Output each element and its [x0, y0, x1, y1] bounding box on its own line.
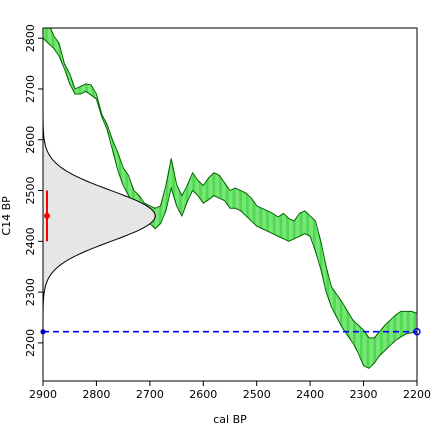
x-tick-label: 2400: [296, 388, 324, 401]
c14-date-group: [44, 190, 50, 242]
y-tick-label: 2400: [24, 227, 37, 255]
c14-date-point: [44, 212, 50, 219]
c14-distribution-group: [43, 28, 156, 381]
x-axis-label: cal BP: [213, 413, 247, 426]
calibration-upper-bound: [49, 28, 417, 339]
x-tick-label: 2300: [350, 388, 378, 401]
calibration-curve-group: [43, 28, 417, 369]
x-tick-label: 2900: [29, 388, 57, 401]
y-tick-label: 2800: [24, 24, 37, 52]
x-tick-label: 2500: [243, 388, 271, 401]
plot-frame: [42, 27, 418, 382]
y-tick-label: 2700: [24, 75, 37, 103]
y-axis: 2200 2300 2400 2500 2600 2700 2800: [24, 24, 43, 357]
c14-distribution-fill: [43, 28, 156, 381]
x-tick-label: 2800: [82, 388, 110, 401]
x-tick-label: 2600: [189, 388, 217, 401]
y-tick-label: 2500: [24, 177, 37, 205]
x-tick-label: 2700: [136, 388, 164, 401]
y-tick-label: 2200: [24, 329, 37, 357]
y-tick-label: 2300: [24, 278, 37, 306]
x-tick-label: 2200: [403, 388, 431, 401]
y-axis-label: C14 BP: [0, 196, 13, 236]
y-tick-label: 2600: [24, 126, 37, 154]
calibration-lower-bound: [43, 37, 417, 369]
x-axis: 2900 2800 2700 2600 2500 2400 2300 2200: [29, 381, 431, 401]
